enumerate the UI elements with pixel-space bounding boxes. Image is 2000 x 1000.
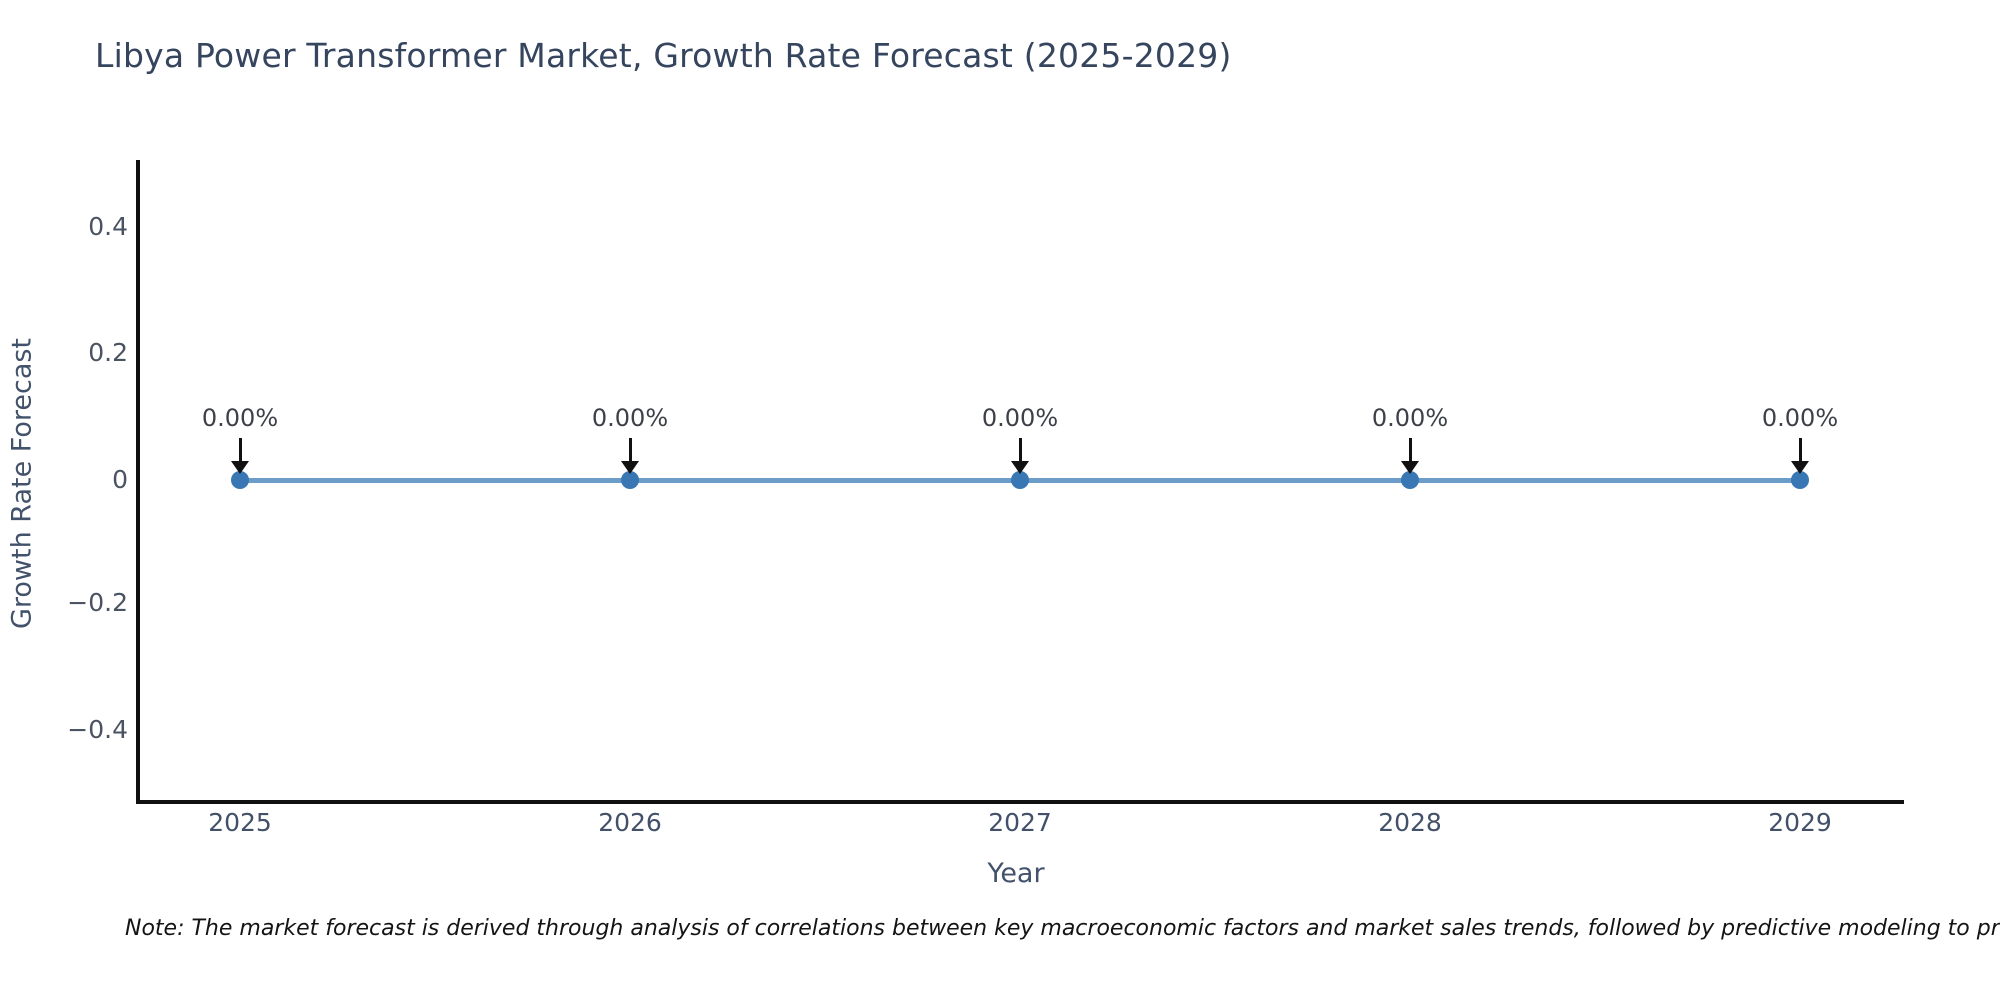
y-axis-spine xyxy=(136,160,140,804)
down-arrow-head-icon xyxy=(621,461,639,474)
down-arrow-stem xyxy=(1408,438,1412,463)
x-tick-label: 2029 xyxy=(1768,808,1832,837)
data-point-marker xyxy=(1791,471,1809,489)
data-point-marker xyxy=(621,471,639,489)
down-arrow-stem xyxy=(238,438,242,463)
y-tick-label: 0.4 xyxy=(88,212,128,241)
annotation-label: 0.00% xyxy=(201,404,279,432)
down-arrow-head-icon xyxy=(1791,461,1809,474)
x-axis-title: Year xyxy=(987,858,1045,889)
x-tick-label: 2026 xyxy=(598,808,662,837)
data-point-marker xyxy=(1011,471,1029,489)
down-arrow-head-icon xyxy=(1401,461,1419,474)
x-tick-label: 2027 xyxy=(988,808,1052,837)
down-arrow-head-icon xyxy=(1011,461,1029,474)
x-tick-label: 2025 xyxy=(208,808,272,837)
chart-title: Libya Power Transformer Market, Growth R… xyxy=(95,36,1232,75)
down-arrow-head-icon xyxy=(231,461,249,474)
annotation-label: 0.00% xyxy=(1371,404,1449,432)
annotation-label: 0.00% xyxy=(591,404,669,432)
down-arrow-stem xyxy=(628,438,632,463)
data-point-marker xyxy=(231,471,249,489)
x-tick-label: 2028 xyxy=(1378,808,1442,837)
x-axis-spine xyxy=(136,800,1904,804)
down-arrow-stem xyxy=(1798,438,1802,463)
y-tick-label: −0.4 xyxy=(67,715,128,744)
y-tick-label: −0.2 xyxy=(67,588,128,617)
y-tick-label: 0 xyxy=(112,465,128,494)
data-point-marker xyxy=(1401,471,1419,489)
footnote: Note: The market forecast is derived thr… xyxy=(125,916,2000,941)
down-arrow-stem xyxy=(1018,438,1022,463)
annotation-label: 0.00% xyxy=(981,404,1059,432)
annotation-label: 0.00% xyxy=(1761,404,1839,432)
y-tick-label: 0.2 xyxy=(88,338,128,367)
